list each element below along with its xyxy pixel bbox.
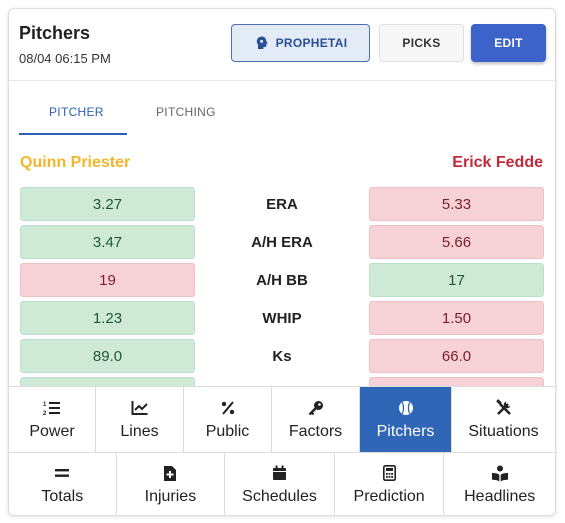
medical-file-icon [163,464,177,482]
tab-pitching[interactable]: PITCHING [156,105,216,119]
stat-label: Ks [272,347,292,365]
stat-label: WHIP [262,309,302,327]
stat-label: A/H ERA [251,233,313,251]
nav-pitchers[interactable]: Pitchers [360,387,452,452]
stat-row-ks: 89.0 Ks 66.0 [9,339,555,373]
nav-label: Headlines [464,488,536,505]
nav-label: Injuries [144,488,197,505]
nav-power[interactable]: 1 2 Power [9,387,96,452]
stat-row-ah-era: 3.47 A/H ERA 5.66 [9,225,555,259]
edit-button[interactable]: EDIT [471,24,546,62]
nav-label: Power [29,422,75,440]
stat-row-whip: 1.23 WHIP 1.50 [9,301,555,335]
nav-label: Totals [41,488,84,505]
nav-label: Prediction [353,488,425,505]
brain-head-icon [256,36,268,49]
nav-label: Situations [468,422,539,440]
left-stat-value: 89.0 [20,339,195,373]
bottom-nav-row-1: 1 2 Power Lines [9,386,555,452]
nav-prediction[interactable]: Prediction [335,453,445,515]
calculator-icon [382,464,396,482]
nav-situations[interactable]: Situations [452,387,555,452]
right-stat-value: 5.33 [369,187,544,221]
equals-icon [54,464,70,482]
left-stat-value: 3.47 [20,225,195,259]
stat-label: ERA [266,195,298,213]
right-stat-value: 5.66 [369,225,544,259]
left-stat-value: 1.23 [20,301,195,335]
tab-pitcher[interactable]: PITCHER [49,105,104,119]
left-stat-value: 19 [20,263,195,297]
active-tab-indicator [19,133,127,135]
ordered-list-icon: 1 2 [43,399,61,417]
bottom-nav-row-2: Totals Injuries Schedules [9,452,555,515]
edit-label: EDIT [494,36,523,50]
stat-row-ah-bb: 19 A/H BB 17 [9,263,555,297]
calendar-icon [272,464,287,482]
right-stat-value: 1.50 [369,301,544,335]
header: Pitchers 08/04 06:15 PM PROPHETAI PICKS … [9,9,555,81]
left-stat-value [20,377,195,386]
picks-button[interactable]: PICKS [379,24,464,62]
reader-icon [491,464,509,482]
pitchers-card: Pitchers 08/04 06:15 PM PROPHETAI PICKS … [8,8,556,516]
game-datetime: 08/04 06:15 PM [19,51,111,66]
right-stat-value: 66.0 [369,339,544,373]
right-stat-value [369,377,544,386]
tools-icon [495,398,513,417]
stats-table[interactable]: 3.27 ERA 5.33 3.47 A/H ERA 5.66 19 A/H B… [9,187,555,386]
percent-icon [220,399,236,417]
stat-row-era: 3.27 ERA 5.33 [9,187,555,221]
baseball-icon [398,399,414,417]
prophetai-label: PROPHETAI [275,36,348,50]
nav-label: Factors [288,422,343,440]
stat-row-partial [9,377,555,386]
right-pitcher-name: Erick Fedde [452,154,543,171]
svg-text:2: 2 [43,411,47,416]
nav-public[interactable]: Public [184,387,272,452]
nav-label: Lines [120,422,159,440]
left-pitcher-name: Quinn Priester [20,154,131,171]
picks-label: PICKS [402,36,441,50]
nav-lines[interactable]: Lines [96,387,184,452]
prophetai-button[interactable]: PROPHETAI [231,24,370,62]
line-chart-icon [131,399,149,417]
nav-headlines[interactable]: Headlines [444,453,555,515]
nav-label: Public [205,422,250,440]
nav-factors[interactable]: Factors [272,387,360,452]
key-icon [308,399,324,417]
left-stat-value: 3.27 [20,187,195,221]
stat-label [195,377,369,386]
nav-injuries[interactable]: Injuries [117,453,226,515]
right-stat-value: 17 [369,263,544,297]
nav-label: Schedules [242,488,317,505]
svg-text:1: 1 [43,402,47,408]
nav-totals[interactable]: Totals [9,453,117,515]
page-title: Pitchers [19,23,91,43]
nav-label: Pitchers [376,422,435,440]
nav-schedules[interactable]: Schedules [225,453,335,515]
stat-label: A/H BB [256,271,308,289]
